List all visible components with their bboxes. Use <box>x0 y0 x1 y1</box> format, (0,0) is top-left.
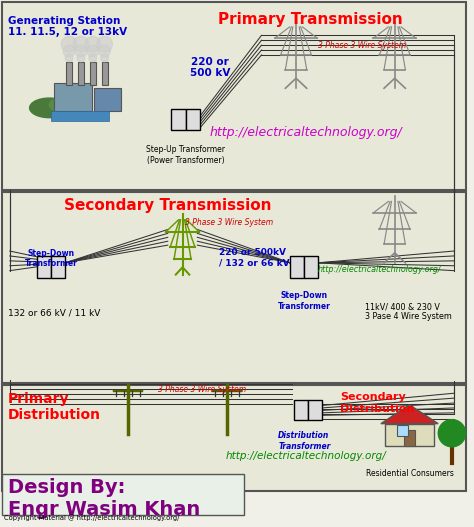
Text: 11kV/ 400 & 230 V
3 Pase 4 Wire System: 11kV/ 400 & 230 V 3 Pase 4 Wire System <box>365 302 452 321</box>
Text: http://electricaltechnology.org/: http://electricaltechnology.org/ <box>210 125 402 139</box>
Circle shape <box>100 54 109 62</box>
Bar <box>397 425 408 436</box>
Text: Design By:
Engr Wasim Khan: Design By: Engr Wasim Khan <box>8 477 200 519</box>
Circle shape <box>73 36 89 52</box>
Bar <box>94 88 121 111</box>
Circle shape <box>85 36 100 52</box>
Bar <box>171 109 185 130</box>
Bar <box>78 62 84 85</box>
Text: Step-Down
Transformer: Step-Down Transformer <box>277 291 330 310</box>
Bar <box>185 109 201 130</box>
Text: Distribution
Transformer: Distribution Transformer <box>278 432 331 451</box>
Bar <box>90 62 96 85</box>
Text: 220 or
500 kV: 220 or 500 kV <box>190 57 230 79</box>
Bar <box>101 62 108 85</box>
Bar <box>54 83 92 111</box>
Circle shape <box>89 54 97 62</box>
Text: Step-Up Transformer
(Power Transformer): Step-Up Transformer (Power Transformer) <box>146 145 225 164</box>
Bar <box>37 256 51 278</box>
Text: Secondary Transmission: Secondary Transmission <box>64 198 272 213</box>
Bar <box>308 400 322 419</box>
Text: Copyright Material @ http://electricaltechnology.org/: Copyright Material @ http://electricalte… <box>4 514 179 521</box>
Ellipse shape <box>49 97 79 112</box>
Bar <box>2 474 244 515</box>
Circle shape <box>97 36 112 52</box>
Bar <box>2 192 466 384</box>
Text: 3 Phase 3 Wire System: 3 Phase 3 Wire System <box>185 218 273 227</box>
Bar <box>304 256 318 278</box>
Text: Generating Station
11. 11.5, 12 or 13kV: Generating Station 11. 11.5, 12 or 13kV <box>8 16 127 37</box>
Text: 3 Phase 3 Wire System: 3 Phase 3 Wire System <box>158 385 246 394</box>
Text: Primary Transmission: Primary Transmission <box>219 12 403 27</box>
Text: 220 or 500kV
/ 132 or 66 kV: 220 or 500kV / 132 or 66 kV <box>219 248 290 268</box>
Bar <box>51 256 65 278</box>
Text: http://electricaltechnology.org/: http://electricaltechnology.org/ <box>226 451 386 461</box>
Circle shape <box>61 36 77 52</box>
Text: 132 or 66 kV / 11 kV: 132 or 66 kV / 11 kV <box>8 309 100 318</box>
Circle shape <box>65 54 73 62</box>
Bar <box>385 424 434 446</box>
Text: Residential Consumers: Residential Consumers <box>365 469 454 478</box>
Circle shape <box>99 45 110 57</box>
Bar <box>66 62 72 85</box>
Circle shape <box>87 45 99 57</box>
Circle shape <box>63 45 75 57</box>
Bar <box>2 2 466 190</box>
Text: Step-Down
Transformer: Step-Down Transformer <box>25 249 78 268</box>
Text: http://electricaltechnology.org/: http://electricaltechnology.org/ <box>318 265 442 274</box>
Circle shape <box>75 45 87 57</box>
Text: Primary
Distribution: Primary Distribution <box>8 392 101 423</box>
Bar <box>2 385 466 491</box>
Text: 3 Phase 3 Wire System: 3 Phase 3 Wire System <box>318 41 406 50</box>
Text: Secondary
Distribution: Secondary Distribution <box>340 392 415 414</box>
Bar <box>294 400 308 419</box>
Ellipse shape <box>29 98 69 118</box>
Circle shape <box>77 54 85 62</box>
Bar <box>51 111 109 121</box>
Polygon shape <box>381 405 438 424</box>
Bar <box>403 431 415 446</box>
Circle shape <box>438 419 465 447</box>
Bar <box>290 256 304 278</box>
